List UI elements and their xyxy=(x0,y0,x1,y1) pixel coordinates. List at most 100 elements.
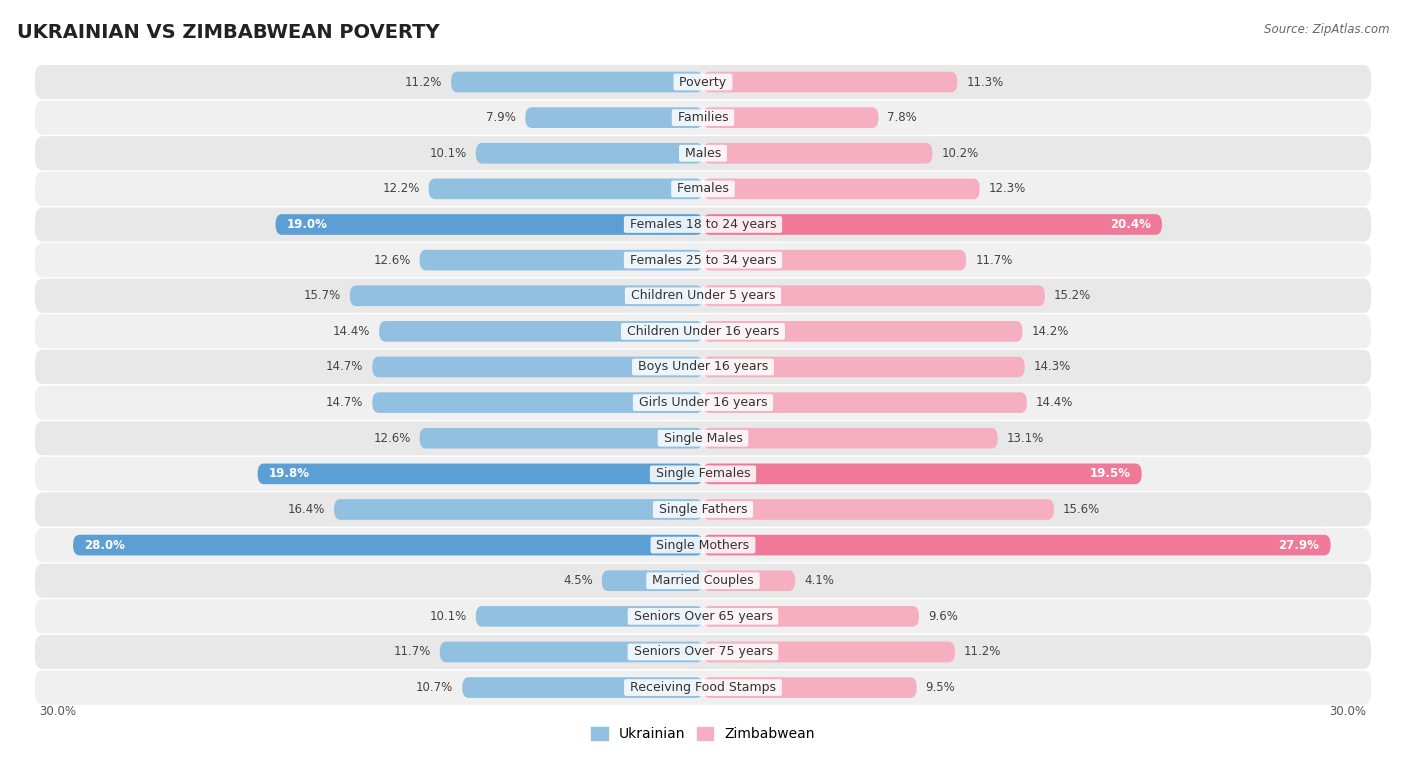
Text: 28.0%: 28.0% xyxy=(84,539,125,552)
Text: Children Under 5 years: Children Under 5 years xyxy=(627,290,779,302)
FancyBboxPatch shape xyxy=(73,534,703,556)
FancyBboxPatch shape xyxy=(373,393,703,413)
Text: 10.2%: 10.2% xyxy=(942,147,979,160)
FancyBboxPatch shape xyxy=(276,215,703,235)
Text: Single Mothers: Single Mothers xyxy=(652,539,754,552)
FancyBboxPatch shape xyxy=(35,279,1371,313)
Text: 4.1%: 4.1% xyxy=(804,575,834,587)
Text: Females 25 to 34 years: Females 25 to 34 years xyxy=(626,254,780,267)
FancyBboxPatch shape xyxy=(475,143,703,164)
Text: 7.9%: 7.9% xyxy=(486,111,516,124)
Text: Single Females: Single Females xyxy=(652,468,754,481)
Text: 14.7%: 14.7% xyxy=(326,361,363,374)
Text: Girls Under 16 years: Girls Under 16 years xyxy=(634,396,772,409)
Text: 19.5%: 19.5% xyxy=(1090,468,1130,481)
FancyBboxPatch shape xyxy=(373,357,703,377)
Text: 10.1%: 10.1% xyxy=(430,147,467,160)
Text: 15.2%: 15.2% xyxy=(1054,290,1091,302)
Text: 30.0%: 30.0% xyxy=(1330,705,1367,719)
Text: 11.2%: 11.2% xyxy=(965,646,1001,659)
Text: 4.5%: 4.5% xyxy=(562,575,593,587)
Text: 14.7%: 14.7% xyxy=(326,396,363,409)
Text: 10.7%: 10.7% xyxy=(416,681,453,694)
FancyBboxPatch shape xyxy=(419,428,703,449)
FancyBboxPatch shape xyxy=(35,635,1371,669)
FancyBboxPatch shape xyxy=(35,208,1371,242)
FancyBboxPatch shape xyxy=(35,386,1371,420)
Text: 9.6%: 9.6% xyxy=(928,610,957,623)
FancyBboxPatch shape xyxy=(380,321,703,342)
FancyBboxPatch shape xyxy=(257,464,703,484)
Text: 9.5%: 9.5% xyxy=(925,681,956,694)
FancyBboxPatch shape xyxy=(475,606,703,627)
Text: Females 18 to 24 years: Females 18 to 24 years xyxy=(626,218,780,231)
FancyBboxPatch shape xyxy=(440,641,703,662)
Text: Source: ZipAtlas.com: Source: ZipAtlas.com xyxy=(1264,23,1389,36)
Text: 30.0%: 30.0% xyxy=(39,705,76,719)
FancyBboxPatch shape xyxy=(451,72,703,92)
FancyBboxPatch shape xyxy=(703,393,1026,413)
FancyBboxPatch shape xyxy=(703,108,879,128)
Text: UKRAINIAN VS ZIMBABWEAN POVERTY: UKRAINIAN VS ZIMBABWEAN POVERTY xyxy=(17,23,440,42)
Text: 16.4%: 16.4% xyxy=(288,503,325,516)
FancyBboxPatch shape xyxy=(35,65,1371,99)
Text: Children Under 16 years: Children Under 16 years xyxy=(623,325,783,338)
Text: Married Couples: Married Couples xyxy=(648,575,758,587)
FancyBboxPatch shape xyxy=(429,179,703,199)
FancyBboxPatch shape xyxy=(35,172,1371,206)
FancyBboxPatch shape xyxy=(350,286,703,306)
Legend: Ukrainian, Zimbabwean: Ukrainian, Zimbabwean xyxy=(591,728,815,741)
FancyBboxPatch shape xyxy=(35,493,1371,527)
Text: 27.9%: 27.9% xyxy=(1278,539,1319,552)
Text: 15.6%: 15.6% xyxy=(1063,503,1099,516)
FancyBboxPatch shape xyxy=(703,179,980,199)
Text: Seniors Over 65 years: Seniors Over 65 years xyxy=(630,610,776,623)
Text: 13.1%: 13.1% xyxy=(1007,432,1043,445)
FancyBboxPatch shape xyxy=(703,606,920,627)
FancyBboxPatch shape xyxy=(703,677,917,698)
FancyBboxPatch shape xyxy=(35,350,1371,384)
FancyBboxPatch shape xyxy=(703,72,957,92)
FancyBboxPatch shape xyxy=(703,428,998,449)
FancyBboxPatch shape xyxy=(35,136,1371,171)
Text: 11.7%: 11.7% xyxy=(976,254,1012,267)
Text: 12.2%: 12.2% xyxy=(382,183,419,196)
Text: 19.8%: 19.8% xyxy=(269,468,309,481)
Text: Single Males: Single Males xyxy=(659,432,747,445)
FancyBboxPatch shape xyxy=(703,250,966,271)
FancyBboxPatch shape xyxy=(703,286,1045,306)
FancyBboxPatch shape xyxy=(703,641,955,662)
FancyBboxPatch shape xyxy=(35,528,1371,562)
FancyBboxPatch shape xyxy=(703,464,1142,484)
Text: 14.2%: 14.2% xyxy=(1032,325,1069,338)
Text: 14.4%: 14.4% xyxy=(333,325,370,338)
FancyBboxPatch shape xyxy=(703,321,1022,342)
Text: Families: Families xyxy=(673,111,733,124)
FancyBboxPatch shape xyxy=(35,457,1371,491)
Text: Females: Females xyxy=(673,183,733,196)
FancyBboxPatch shape xyxy=(35,101,1371,135)
FancyBboxPatch shape xyxy=(703,357,1025,377)
FancyBboxPatch shape xyxy=(35,564,1371,598)
Text: 14.3%: 14.3% xyxy=(1033,361,1071,374)
FancyBboxPatch shape xyxy=(703,215,1161,235)
Text: Single Fathers: Single Fathers xyxy=(655,503,751,516)
Text: 15.7%: 15.7% xyxy=(304,290,340,302)
Text: 19.0%: 19.0% xyxy=(287,218,328,231)
FancyBboxPatch shape xyxy=(703,534,1330,556)
Text: 7.8%: 7.8% xyxy=(887,111,917,124)
Text: 11.7%: 11.7% xyxy=(394,646,430,659)
Text: 10.1%: 10.1% xyxy=(430,610,467,623)
FancyBboxPatch shape xyxy=(35,421,1371,456)
FancyBboxPatch shape xyxy=(419,250,703,271)
FancyBboxPatch shape xyxy=(35,243,1371,277)
FancyBboxPatch shape xyxy=(703,570,796,591)
Text: Males: Males xyxy=(681,147,725,160)
Text: 12.6%: 12.6% xyxy=(373,254,411,267)
Text: Receiving Food Stamps: Receiving Food Stamps xyxy=(626,681,780,694)
Text: Boys Under 16 years: Boys Under 16 years xyxy=(634,361,772,374)
Text: Seniors Over 75 years: Seniors Over 75 years xyxy=(630,646,776,659)
Text: 12.3%: 12.3% xyxy=(988,183,1026,196)
FancyBboxPatch shape xyxy=(602,570,703,591)
FancyBboxPatch shape xyxy=(526,108,703,128)
